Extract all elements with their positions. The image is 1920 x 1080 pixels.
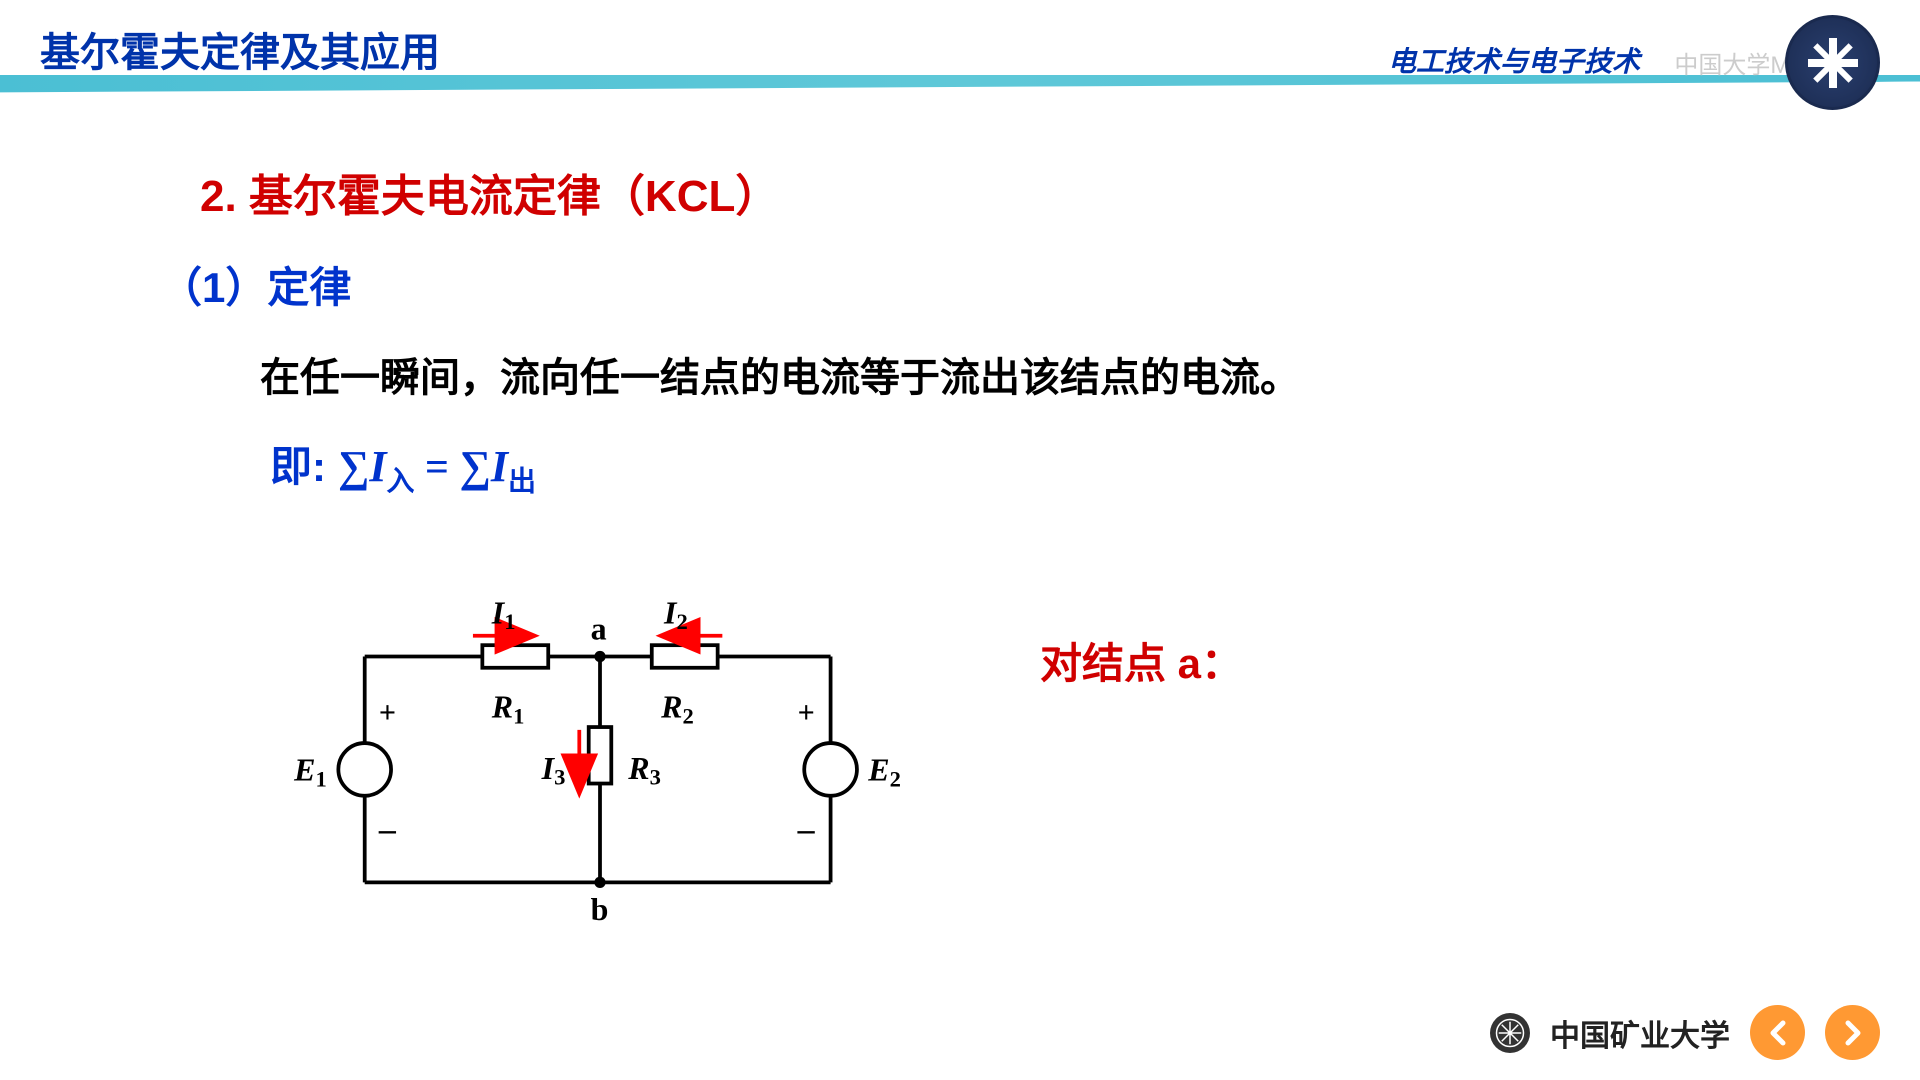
slide-title: 基尔霍夫定律及其应用	[40, 20, 440, 78]
law-statement: 在任一瞬间，流向任一结点的电流等于流出该结点的电流。	[260, 345, 1840, 403]
slide-content: 2. 基尔霍夫电流定律（KCL） （1）定律 在任一瞬间，流向任一结点的电流等于…	[0, 160, 1920, 529]
university-logo-icon	[1785, 15, 1880, 110]
node-a-dot	[594, 651, 605, 662]
r1-label: R1	[491, 689, 525, 729]
next-button[interactable]	[1825, 1005, 1880, 1060]
prev-button[interactable]	[1750, 1005, 1805, 1060]
slide-header: 基尔霍夫定律及其应用 电工技术与电子技术 中国大学MOOC	[0, 0, 1920, 130]
node-b-dot	[594, 877, 605, 888]
e1-label: E1	[293, 752, 327, 792]
footer-logo-icon	[1490, 1013, 1530, 1053]
slide-footer: 中国矿业大学	[1490, 1005, 1880, 1060]
i1-label: I1	[491, 595, 516, 635]
e2-minus: –	[797, 811, 816, 848]
i2-label: I2	[663, 595, 688, 635]
e2-label: E2	[867, 752, 901, 792]
section-title: 2. 基尔霍夫电流定律（KCL）	[200, 160, 1840, 224]
r2-label: R2	[660, 689, 694, 729]
e1-minus: –	[378, 811, 397, 848]
node-a-label: a	[591, 611, 607, 647]
r3-label: R3	[627, 750, 661, 790]
e2-plus: +	[798, 695, 815, 729]
formula-label: 即:	[270, 433, 326, 494]
formula: 即: ∑I入 = ∑I出	[270, 433, 1840, 499]
chevron-right-icon	[1838, 1018, 1868, 1048]
circuit-svg: a b R1 R2 R3 E1 E2 + – + – I1 I2 I3	[280, 560, 920, 960]
course-name: 电工技术与电子技术	[1388, 40, 1640, 80]
formula-expression: ∑I入 = ∑I出	[338, 441, 536, 499]
chevron-left-icon	[1763, 1018, 1793, 1048]
node-b-label: b	[591, 891, 609, 927]
i3-label: I3	[541, 750, 566, 790]
e1-plus: +	[379, 695, 396, 729]
subsection-title: （1）定律	[160, 254, 1840, 315]
circuit-diagram: a b R1 R2 R3 E1 E2 + – + – I1 I2 I3	[280, 560, 920, 960]
node-annotation: 对结点 a：	[1040, 630, 1243, 691]
university-name: 中国矿业大学	[1550, 1011, 1730, 1055]
